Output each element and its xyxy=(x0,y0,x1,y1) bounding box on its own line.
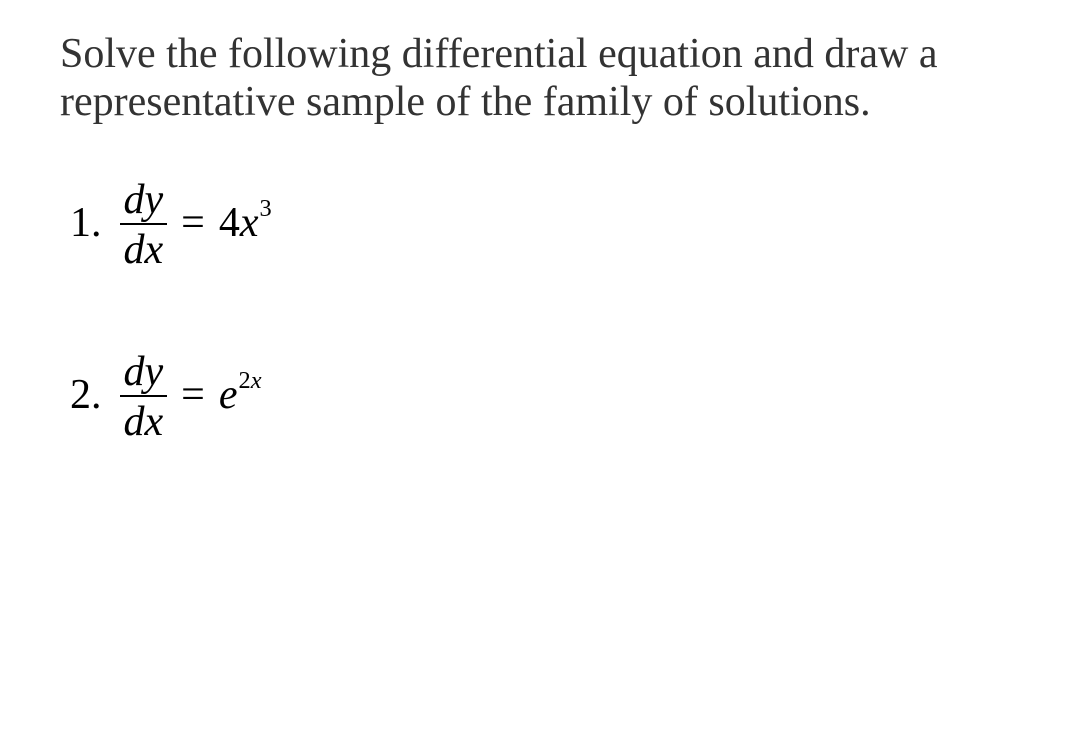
fraction-dy-dx: dy dx xyxy=(120,351,168,443)
problem-2: 2. dy dx = e2x xyxy=(70,349,1026,441)
problem-1: 1. dy dx = 4x3 xyxy=(70,177,1026,269)
fraction-numerator: dy xyxy=(120,179,168,223)
fraction-denominator: dx xyxy=(120,225,168,271)
equals-sign: = xyxy=(181,199,205,247)
prompt-text: Solve the following differential equatio… xyxy=(60,30,1026,127)
exp-var: x xyxy=(251,367,262,394)
rhs-expression: e2x xyxy=(219,371,262,419)
rhs-coefficient: 4 xyxy=(219,199,240,247)
rhs-expression: 4x3 xyxy=(219,199,272,247)
problem-number: 2. xyxy=(70,371,102,419)
fraction-denominator: dx xyxy=(120,397,168,443)
problem-number: 1. xyxy=(70,199,102,247)
exp-coeff: 2 xyxy=(239,367,251,394)
problem-list: 1. dy dx = 4x3 2. dy dx = e2x xyxy=(60,177,1026,441)
rhs-exponent: 3 xyxy=(260,195,272,223)
page: Solve the following differential equatio… xyxy=(0,0,1086,441)
rhs-variable: x xyxy=(240,199,259,247)
equals-sign: = xyxy=(181,371,205,419)
rhs-exponent: 2x xyxy=(239,367,262,395)
fraction-dy-dx: dy dx xyxy=(120,179,168,271)
fraction-numerator: dy xyxy=(120,351,168,395)
rhs-base: e xyxy=(219,371,238,419)
